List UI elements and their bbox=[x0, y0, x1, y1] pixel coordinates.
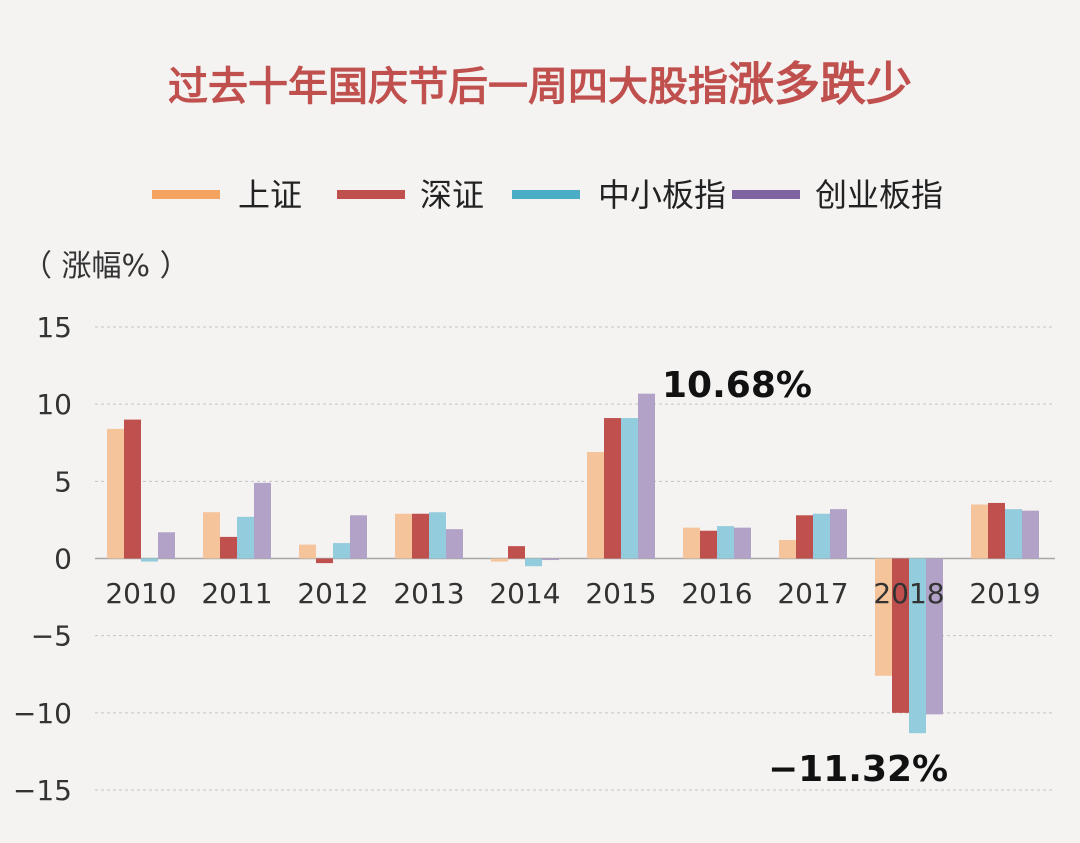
x-tick-label-2012: 2012 bbox=[297, 577, 368, 610]
legend-swatch-中小板指 bbox=[512, 190, 580, 199]
y-tick-label: −10 bbox=[13, 697, 72, 730]
bar-2018-创业板指 bbox=[926, 558, 943, 715]
y-tick-label: 15 bbox=[36, 311, 72, 344]
title-emphasis: 涨多跌少 bbox=[728, 57, 912, 111]
legend-label-中小板指: 中小板指 bbox=[598, 176, 726, 214]
bar-2012-中小板指 bbox=[333, 543, 350, 559]
bar-2017-中小板指 bbox=[813, 513, 830, 559]
bar-2015-上证 bbox=[587, 452, 604, 559]
bar-2010-深证 bbox=[124, 419, 141, 559]
y-tick-label: −5 bbox=[31, 620, 72, 653]
bars bbox=[107, 393, 1039, 734]
bar-2014-深证 bbox=[508, 546, 525, 559]
bar-2016-中小板指 bbox=[717, 526, 734, 559]
x-tick-label-2013: 2013 bbox=[393, 577, 464, 610]
bar-2013-上证 bbox=[395, 513, 412, 559]
legend-label-上证: 上证 bbox=[238, 176, 302, 214]
legend: 上证 深证 中小板指 创业板指 bbox=[152, 176, 943, 214]
bar-2014-上证 bbox=[491, 558, 508, 562]
bar-2017-创业板指 bbox=[830, 509, 847, 559]
bar-2013-中小板指 bbox=[429, 512, 446, 559]
bar-2017-深证 bbox=[796, 515, 813, 559]
bar-2019-创业板指 bbox=[1022, 510, 1039, 559]
legend-swatch-创业板指 bbox=[732, 190, 800, 199]
x-tick-label-2011: 2011 bbox=[201, 577, 272, 610]
bar-2017-上证 bbox=[779, 539, 796, 559]
legend-label-深证: 深证 bbox=[420, 176, 484, 214]
x-tick-label-2019: 2019 bbox=[969, 577, 1040, 610]
annotations: 10.68% −11.32% bbox=[662, 365, 948, 790]
x-tick-label-2018: 2018 bbox=[873, 577, 944, 610]
bar-2014-创业板指 bbox=[542, 558, 559, 561]
bar-2019-中小板指 bbox=[1005, 509, 1022, 559]
bar-2016-深证 bbox=[700, 530, 717, 559]
bar-2015-深证 bbox=[604, 418, 621, 559]
x-tick-label-2014: 2014 bbox=[489, 577, 560, 610]
x-tick-label-2010: 2010 bbox=[105, 577, 176, 610]
bar-2019-上证 bbox=[971, 504, 988, 559]
chart-title: 过去十年国庆节后一周四大股指涨多跌少 bbox=[168, 57, 912, 111]
bar-2016-创业板指 bbox=[734, 527, 751, 559]
y-tick-label: 10 bbox=[36, 388, 72, 421]
bar-2015-创业板指 bbox=[638, 393, 655, 559]
bar-2010-中小板指 bbox=[141, 558, 158, 562]
bar-2018-上证 bbox=[875, 558, 892, 676]
bar-2010-创业板指 bbox=[158, 532, 175, 559]
legend-label-创业板指: 创业板指 bbox=[815, 176, 943, 214]
bar-2011-上证 bbox=[203, 512, 220, 559]
annotation-max: 10.68% bbox=[662, 365, 812, 406]
bar-2012-创业板指 bbox=[350, 515, 367, 559]
bar-2011-深证 bbox=[220, 536, 237, 559]
svg-text:过去十年国庆节后一周四大股指涨多跌少: 过去十年国庆节后一周四大股指涨多跌少 bbox=[168, 57, 912, 111]
bar-2011-创业板指 bbox=[254, 482, 271, 559]
x-axis-ticks: 2010 2011 2012 2013 2014 2015 2016 2017 2018 2019 bbox=[105, 577, 1040, 610]
bar-2013-深证 bbox=[412, 513, 429, 559]
y-axis-ticks: 15 10 5 0 −5 −10 −15 bbox=[13, 311, 72, 807]
legend-swatch-上证 bbox=[152, 190, 220, 199]
bar-2011-中小板指 bbox=[237, 516, 254, 559]
bar-2018-中小板指 bbox=[909, 558, 926, 734]
x-tick-label-2016: 2016 bbox=[681, 577, 752, 610]
title-main: 过去十年国庆节后一周四大股指 bbox=[168, 64, 728, 110]
x-tick-label-2017: 2017 bbox=[777, 577, 848, 610]
bar-2012-上证 bbox=[299, 544, 316, 559]
legend-swatch-深证 bbox=[337, 190, 405, 199]
bar-2014-中小板指 bbox=[525, 558, 542, 567]
bar-2010-上证 bbox=[107, 428, 124, 559]
bar-2015-中小板指 bbox=[621, 418, 638, 559]
bar-2016-上证 bbox=[683, 527, 700, 559]
x-tick-label-2015: 2015 bbox=[585, 577, 656, 610]
y-tick-label: −15 bbox=[13, 774, 72, 807]
bar-2019-深证 bbox=[988, 502, 1005, 559]
bar-2012-深证 bbox=[316, 558, 333, 564]
bar-2013-创业板指 bbox=[446, 529, 463, 559]
y-axis-label: （ 涨幅% ） bbox=[22, 249, 190, 284]
y-tick-label: 5 bbox=[54, 465, 72, 498]
y-tick-label: 0 bbox=[54, 543, 72, 576]
annotation-min: −11.32% bbox=[768, 749, 948, 790]
bar-2018-深证 bbox=[892, 558, 909, 713]
